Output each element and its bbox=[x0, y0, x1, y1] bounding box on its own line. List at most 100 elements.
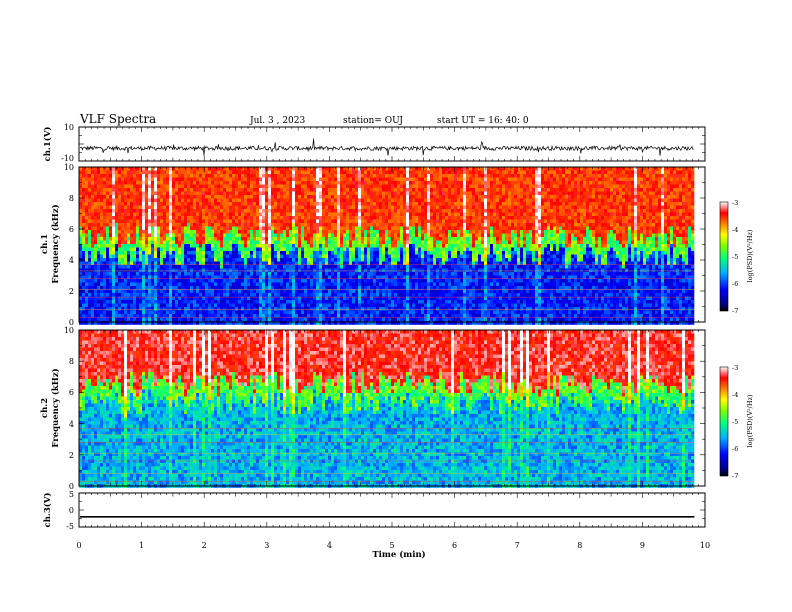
spectrogram-cell bbox=[214, 240, 218, 245]
spectrogram-cell bbox=[388, 296, 392, 301]
spectrogram-cell bbox=[403, 307, 407, 311]
spectrogram-cell bbox=[115, 303, 119, 308]
spectrogram-cell bbox=[310, 177, 314, 182]
spectrogram-cell bbox=[184, 202, 188, 206]
spectrogram-cell bbox=[148, 272, 152, 276]
spectrogram-cell bbox=[367, 219, 371, 224]
spectrogram-cell bbox=[103, 216, 107, 220]
spectrogram-cell bbox=[130, 244, 134, 248]
spectrogram-cell bbox=[169, 282, 173, 287]
spectrogram-cell bbox=[103, 219, 107, 224]
spectrogram-cell bbox=[88, 272, 92, 276]
spectrogram-cell bbox=[322, 310, 326, 315]
spectrogram-cell bbox=[286, 223, 290, 227]
spectrogram-cell bbox=[313, 240, 317, 245]
spectrogram-cell bbox=[115, 286, 119, 290]
spectrogram-cell bbox=[133, 272, 137, 276]
spectrogram-cell bbox=[319, 296, 323, 301]
spectrogram-cell bbox=[295, 223, 299, 227]
spectrogram-cell bbox=[202, 293, 206, 297]
spectrogram-cell bbox=[388, 247, 392, 252]
spectrogram-cell bbox=[175, 230, 179, 234]
spectrogram-cell bbox=[388, 265, 392, 269]
spectrogram-cell bbox=[187, 219, 191, 224]
spectrogram-cell bbox=[346, 219, 350, 224]
spectrogram-cell bbox=[343, 244, 347, 248]
spectrogram-cell bbox=[340, 317, 344, 322]
spectrogram-cell bbox=[247, 275, 251, 280]
spectrogram-cell bbox=[217, 261, 221, 266]
spectrogram-cell bbox=[244, 233, 248, 238]
spectrogram-cell bbox=[91, 279, 95, 283]
spectrogram-cell bbox=[289, 216, 293, 220]
spectrogram-cell bbox=[382, 223, 386, 227]
spectrogram-cell bbox=[112, 307, 116, 311]
spectrogram-cell bbox=[337, 240, 341, 245]
spectrogram-cell bbox=[292, 244, 296, 248]
spectrogram-cell bbox=[223, 177, 227, 182]
spectrogram-cell bbox=[334, 195, 338, 199]
spectrogram-cell bbox=[313, 184, 317, 189]
spectrogram-cell bbox=[409, 237, 413, 241]
spectrogram-cell bbox=[334, 174, 338, 178]
spectrogram-cell bbox=[139, 296, 143, 301]
spectrogram-cell bbox=[223, 174, 227, 178]
spectrogram-cell bbox=[349, 188, 353, 192]
spectrogram-cell bbox=[259, 240, 263, 245]
spectrogram-cell bbox=[124, 244, 128, 248]
spectrogram-cell bbox=[106, 296, 110, 301]
spectrogram-cell bbox=[385, 188, 389, 192]
spectrogram-cell bbox=[109, 254, 113, 259]
spectrogram-cell bbox=[94, 205, 98, 210]
spectrogram-cell bbox=[244, 223, 248, 227]
spectrogram-cell bbox=[211, 226, 215, 231]
spectrogram-cell bbox=[307, 223, 311, 227]
spectrogram-cell bbox=[250, 216, 254, 220]
spectrogram-cell bbox=[115, 310, 119, 315]
spectrogram-cell bbox=[115, 237, 119, 241]
spectrogram-cell bbox=[277, 209, 281, 213]
spectrogram-cell bbox=[259, 216, 263, 220]
spectrogram-cell bbox=[265, 226, 269, 231]
spectrogram-cell bbox=[259, 289, 263, 294]
spectrogram-cell bbox=[187, 195, 191, 199]
spectrogram-cell bbox=[298, 282, 302, 287]
spectrogram-cell bbox=[313, 188, 317, 192]
spectrogram-cell bbox=[382, 237, 386, 241]
spectrogram-cell bbox=[286, 247, 290, 252]
spectrogram-cell bbox=[280, 195, 284, 199]
spectrogram-cell bbox=[343, 216, 347, 220]
spectrogram-cell bbox=[373, 268, 377, 273]
spectrogram-cell bbox=[373, 205, 377, 210]
spectrogram-cell bbox=[259, 300, 263, 304]
spectrogram-cell bbox=[271, 230, 275, 234]
spectrogram-cell bbox=[160, 230, 164, 234]
spectrogram-cell bbox=[172, 321, 176, 325]
spectrogram-cell bbox=[265, 261, 269, 266]
spectrogram-cell bbox=[232, 251, 236, 255]
spectrogram-cell bbox=[202, 198, 206, 203]
spectrogram-cell bbox=[127, 258, 131, 262]
spectrogram-cell bbox=[205, 191, 209, 196]
spectrogram-cell bbox=[106, 233, 110, 238]
spectrogram-cell bbox=[220, 310, 224, 315]
spectrogram-cell bbox=[226, 265, 230, 269]
spectrogram-cell bbox=[175, 188, 179, 192]
spectrogram-cell bbox=[235, 170, 239, 175]
spectrogram-cell bbox=[262, 244, 266, 248]
spectrogram-cell bbox=[97, 181, 101, 185]
spectrogram-cell bbox=[97, 226, 101, 231]
spectrogram-cell bbox=[235, 247, 239, 252]
spectrogram-cell bbox=[187, 286, 191, 290]
spectrogram-cell bbox=[193, 289, 197, 294]
spectrogram-cell bbox=[208, 188, 212, 192]
spectrogram-cell bbox=[151, 247, 155, 252]
spectrogram-cell bbox=[211, 209, 215, 213]
spectrogram-cell bbox=[253, 321, 257, 325]
spectrogram-cell bbox=[292, 261, 296, 266]
spectrogram-cell bbox=[253, 247, 257, 252]
spectrogram-cell bbox=[142, 237, 146, 241]
spectrogram-cell bbox=[400, 268, 404, 273]
spectrogram-cell bbox=[250, 272, 254, 276]
spectrogram-cell bbox=[79, 198, 83, 203]
